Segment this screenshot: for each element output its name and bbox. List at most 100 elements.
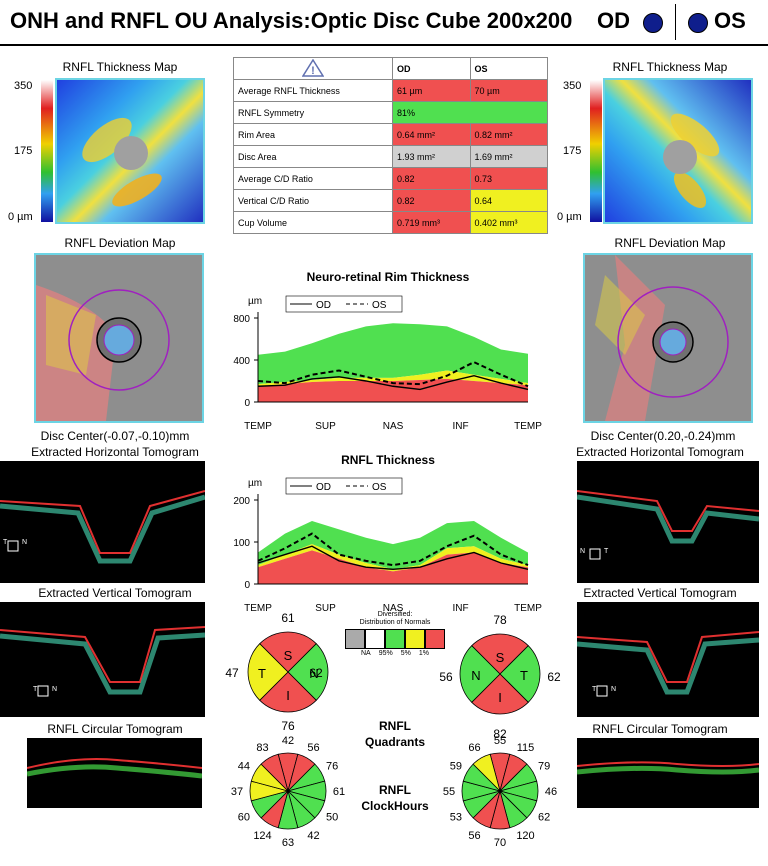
od-clockhour-value: 56 <box>307 742 319 754</box>
os-quadrant-value: 78 <box>493 613 507 627</box>
rnfl-legend-od: OD <box>316 482 331 493</box>
os-scale-mid: 175 <box>563 145 582 157</box>
rim-thickness-chart: µm OD OS 0 400 800 TEMP SUP NAS INF TEMP <box>233 295 542 432</box>
os-clockhour-value: 53 <box>450 812 462 824</box>
os-clockhour-value: 56 <box>468 830 480 842</box>
table-header-row: ! OD OS <box>233 57 548 80</box>
legend-swatch-white <box>365 629 385 649</box>
os-color-scale <box>590 80 602 222</box>
rnfl-legend-os: OS <box>372 482 387 493</box>
os-scale-bottom: 0 µm <box>557 211 582 223</box>
os-horizontal-tomogram: N T <box>577 461 759 583</box>
od-scale-bottom: 0 µm <box>8 211 33 223</box>
od-horizontal-title: Extracted Horizontal Tomogram <box>31 445 199 459</box>
os-label: OS <box>714 8 746 33</box>
legend-swatches <box>345 629 445 649</box>
od-v-marker-n: N <box>52 686 58 693</box>
os-clockhour-value: 46 <box>545 786 557 798</box>
table-row: Cup Volume 0.719 mm³ 0.402 mm³ <box>233 211 548 234</box>
os-scale-top: 350 <box>563 80 582 92</box>
od-quadrant-slice <box>259 671 317 713</box>
legend-swatch-green <box>385 629 405 649</box>
od-quadrant-slice <box>247 643 289 701</box>
os-disc-center: Disc Center(0.20,-0.24)mm <box>590 429 736 443</box>
os-deviation-map <box>583 253 753 423</box>
od-quadrant-letter: S <box>284 648 293 663</box>
od-clockhour-value: 124 <box>253 830 271 842</box>
rim-series-os <box>257 360 529 388</box>
os-clockhour-value: 120 <box>516 830 534 842</box>
os-eye-icon <box>688 13 708 33</box>
od-deviation-map <box>34 253 204 423</box>
rim-ytick-label: 800 <box>233 314 250 325</box>
os-clockhour-value: 66 <box>468 742 480 754</box>
os-horizontal-title: Extracted Horizontal Tomogram <box>576 445 744 459</box>
legend-distribution: Distribution of Normals <box>359 619 431 626</box>
os-clockhour-value: 115 <box>517 742 535 754</box>
od-label: OD <box>597 8 630 33</box>
od-clockhour-value: 60 <box>238 812 250 824</box>
od-clockhour-value: 42 <box>282 735 294 747</box>
os-quadrant-value: 62 <box>547 670 561 684</box>
od-quadrant-letter: N <box>309 666 318 681</box>
legend-key-95: 95% <box>378 650 393 657</box>
os-h-marker-n: N <box>580 548 586 555</box>
os-quadrant-slice <box>459 645 501 703</box>
od-vertical-title: Extracted Vertical Tomogram <box>38 586 192 600</box>
svg-text:!: ! <box>311 65 315 77</box>
rim-chart-title: Neuro-retinal Rim Thickness <box>306 270 470 284</box>
od-quadrant-value: 47 <box>225 666 239 680</box>
rim-series-od <box>257 375 529 391</box>
od-clockhour-value: 37 <box>231 786 243 798</box>
od-color-scale <box>41 80 53 222</box>
parameters-table: ! OD OS Average RNFL Thickness 61 µm 70 … <box>233 57 548 234</box>
table-row: Disc Area 1.93 mm² 1.69 mm² <box>233 145 548 168</box>
rnfl-ytick-label: 200 <box>233 496 250 507</box>
clockhours-title-line1: RNFL <box>379 783 411 797</box>
legend-swatch-yellow <box>405 629 425 649</box>
header-divider <box>675 4 676 40</box>
od-v-marker-t: T <box>33 686 38 693</box>
rim-band-red <box>258 378 528 402</box>
od-value: 0.82 <box>392 189 471 212</box>
rnfl-legend <box>285 477 403 495</box>
os-value: 1.69 mm² <box>469 145 548 168</box>
os-deviation-map-title: RNFL Deviation Map <box>614 236 726 250</box>
od-scale-mid: 175 <box>14 145 33 157</box>
rim-legend-od: OD <box>316 300 331 311</box>
rim-ylabel: µm <box>248 296 262 307</box>
report-header: ONH and RNFL OU Analysis:Optic Disc Cube… <box>0 0 768 46</box>
clockhours-title-line2: ClockHours <box>361 799 429 813</box>
rnfl-band-yellow <box>258 544 528 572</box>
normals-legend: Diversified: Distribution of Normals NA … <box>345 611 445 658</box>
od-quadrant-value: 61 <box>281 611 295 625</box>
rnfl-xtick-label: SUP <box>315 603 336 612</box>
page-title: ONH and RNFL OU Analysis:Optic Disc Cube… <box>10 8 573 33</box>
os-quadrant-slice <box>499 645 541 703</box>
od-value: 61 µm <box>392 79 471 102</box>
os-vertical-tomogram: T N <box>577 602 759 717</box>
od-thickness-map <box>55 78 205 224</box>
od-clockhour-value: 61 <box>333 786 345 798</box>
rim-xtick-label: TEMP <box>514 421 542 432</box>
table-row: Rim Area 0.64 mm² 0.82 mm² <box>233 123 548 146</box>
od-h-marker-t: T <box>3 539 8 546</box>
od-quadrant-value: 76 <box>281 719 295 733</box>
legend-swatch-red <box>425 629 445 649</box>
os-v-marker-n: N <box>611 686 617 693</box>
table-row: Vertical C/D Ratio 0.82 0.64 <box>233 189 548 212</box>
os-quadrant-value: 56 <box>439 670 453 684</box>
os-circular-title: RNFL Circular Tomogram <box>592 722 728 736</box>
os-quadrant-letter: I <box>498 690 502 705</box>
rnfl-chart-title: RNFL Thickness <box>341 453 435 467</box>
symmetry-value: 81% <box>392 101 548 124</box>
od-value: 1.93 mm² <box>392 145 471 168</box>
rnfl-ytick-label: 0 <box>244 580 250 591</box>
od-scale-top: 350 <box>14 80 33 92</box>
rnfl-thickness-chart: µm OD OS 0 100 200 TEMP SUP NAS INF TEMP <box>233 477 542 612</box>
legend-key-na: NA <box>361 650 371 657</box>
legend-diversified: Diversified: <box>377 611 413 618</box>
os-thickness-map <box>603 78 753 224</box>
row-label: Cup Volume <box>233 211 393 234</box>
